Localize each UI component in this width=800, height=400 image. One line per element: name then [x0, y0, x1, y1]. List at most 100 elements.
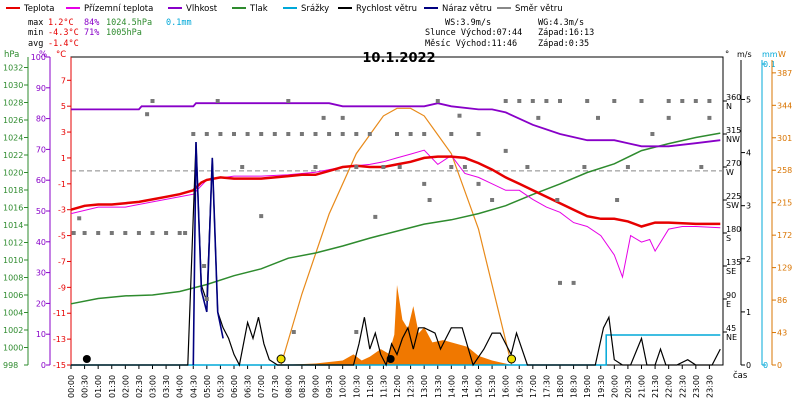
hpa-tick-label: 1026: [3, 116, 23, 125]
x-tick-label: 08:00: [284, 375, 293, 398]
dir-tick-name: W: [726, 168, 734, 177]
wind-direction-mark: [693, 99, 698, 103]
dir-tick-name: NE: [726, 333, 737, 342]
wind-direction-mark: [177, 231, 182, 235]
x-tick-label: 11:30: [379, 375, 388, 398]
hpa-tick-label: 1020: [3, 169, 23, 178]
wind-direction-mark: [202, 264, 207, 268]
x-tick-label: 00:30: [81, 375, 90, 398]
hpa-tick-label: 1002: [3, 326, 23, 335]
plot-area: [70, 99, 721, 367]
pct-tick-label: 90: [36, 84, 46, 93]
w-tick-label: 344: [777, 101, 792, 110]
legend-label-srazky: Srážky: [301, 4, 329, 14]
pct-tick-label: 80: [36, 115, 46, 124]
wind-direction-mark: [666, 99, 671, 103]
x-tick-label: 07:30: [271, 375, 280, 398]
x-tick-label: 22:00: [665, 375, 674, 398]
w-tick-label: 215: [777, 199, 792, 208]
pct-tick-label: 10: [36, 330, 46, 339]
hpa-tick-label: 1018: [3, 186, 23, 195]
info-wg: WG:4.3m/s: [538, 18, 584, 28]
ms-tick-label: 5: [746, 95, 751, 104]
wind-direction-mark: [71, 231, 76, 235]
legend: Teplota Přízemní teplota Vlhkost Tlak Srážky…: [6, 4, 563, 14]
x-tick-label: 14:30: [461, 375, 470, 398]
wind-direction-mark: [680, 99, 685, 103]
x-tick-label: 20:30: [624, 375, 633, 398]
wind-direction-mark: [327, 132, 332, 136]
info-slunce: Slunce Východ:07:44: [425, 28, 522, 38]
axes: 9981000100210041006100810101012101410161…: [3, 53, 792, 398]
hpa-tick-label: 1012: [3, 239, 23, 248]
stat-max-temp: 1.2°C: [48, 18, 74, 28]
wind-direction-mark: [615, 198, 620, 202]
wind-direction-mark: [215, 99, 220, 103]
dir-axis-label: °: [725, 50, 729, 60]
temp-tick-label: -15: [53, 361, 66, 370]
x-tick-label: 02:00: [121, 375, 130, 398]
temp-tick-label: 7: [61, 76, 66, 85]
x-tick-label: 09:00: [312, 375, 321, 398]
legend-label-smer: Směr větru: [515, 4, 563, 14]
wind-direction-mark: [449, 132, 454, 136]
wind-direction-mark: [530, 99, 535, 103]
dir-tick-name: SE: [726, 267, 736, 276]
info-slunce-zapad: Západ:16:13: [538, 28, 594, 38]
wind-direction-mark: [373, 214, 378, 219]
mm-tick-label: 0.1: [763, 60, 776, 69]
pct-tick-label: 100: [31, 53, 46, 62]
legend-label-teplota: Teplota: [23, 4, 54, 14]
stat-avg-label: avg: [28, 39, 43, 49]
w-tick-label: 387: [777, 69, 792, 78]
x-tick-label: 08:30: [298, 375, 307, 398]
legend-label-prizemni: Přízemní teplota: [84, 4, 153, 14]
legend-label-rychlost: Rychlost větru: [356, 4, 417, 14]
wind-direction-mark: [397, 165, 402, 169]
pct-tick-label: 40: [36, 238, 46, 247]
wind-direction-mark: [145, 112, 150, 117]
stat-min-label: min: [28, 28, 43, 38]
stat-max-hum: 84%: [84, 18, 99, 28]
x-tick-label: 18:30: [570, 375, 579, 398]
info-ws: WS:3.9m/s: [445, 18, 491, 28]
x-tick-label: 14:00: [447, 375, 456, 398]
w-axis-label: W: [778, 50, 786, 59]
x-tick-label: 21:00: [638, 375, 647, 398]
x-tick-label: 02:30: [135, 375, 144, 398]
temp-tick-label: -5: [58, 232, 66, 241]
x-tick-label: 06:00: [230, 375, 239, 398]
dir-tick-deg: 45: [726, 324, 736, 333]
wind-direction-mark: [150, 231, 155, 235]
w-tick-label: 258: [777, 166, 792, 175]
pct-tick-label: 30: [36, 269, 46, 278]
x-tick-label: 10:30: [352, 375, 361, 398]
wind-direction-mark: [462, 165, 467, 169]
pct-tick-label: 0: [41, 361, 46, 370]
wind-speed-line: [71, 141, 721, 367]
dir-tick-deg: 270: [726, 159, 741, 168]
w-tick-label: 172: [777, 231, 792, 240]
ms-tick-label: 4: [746, 149, 751, 158]
wind-direction-mark: [183, 231, 188, 235]
info-mesic: Měsíc Východ:11:46: [425, 39, 517, 49]
dir-tick-name: N: [726, 102, 732, 111]
pressure-line: [70, 132, 721, 305]
sunrise-marker: [276, 354, 286, 364]
wind-direction-mark: [503, 99, 508, 103]
x-tick-label: 09:30: [325, 375, 334, 398]
x-tick-label: 23:30: [705, 375, 714, 398]
wind-direction-mark: [299, 132, 304, 136]
x-tick-label: 15:00: [475, 375, 484, 398]
wind-direction-mark: [490, 198, 495, 202]
stat-min-temp: -4.3°C: [48, 28, 79, 38]
wind-direction-mark: [707, 115, 712, 120]
temp-tick-label: -11: [53, 309, 66, 318]
hpa-tick-label: 1010: [3, 256, 23, 265]
wind-direction-mark: [354, 165, 359, 169]
moonset-marker: [82, 355, 91, 363]
dir-tick-deg: 225: [726, 192, 741, 201]
wind-direction-mark: [191, 132, 196, 136]
wind-direction-mark: [525, 165, 530, 169]
